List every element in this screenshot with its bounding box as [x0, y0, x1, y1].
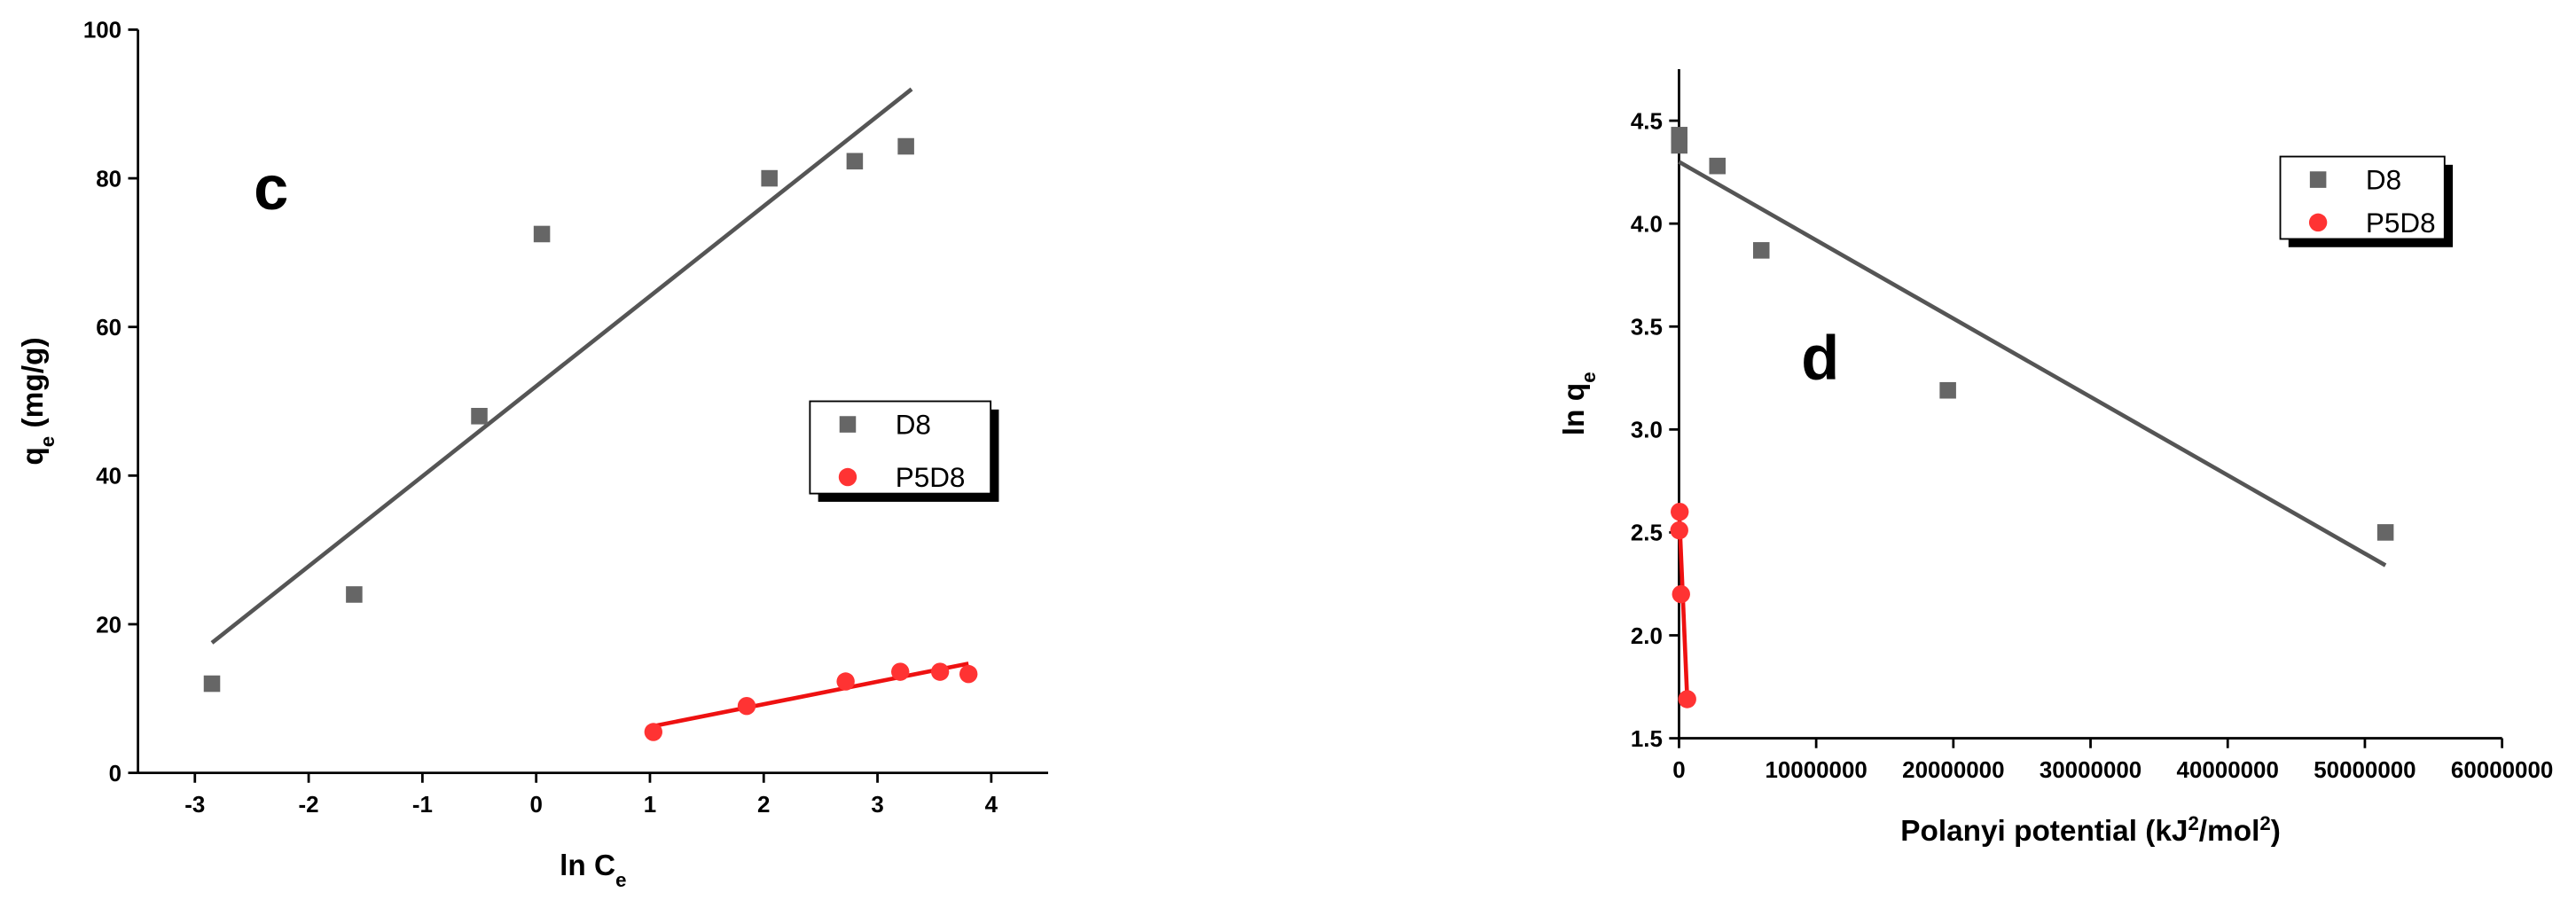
label-script: e — [36, 436, 59, 447]
y-tick-label: 4.5 — [1631, 107, 1663, 134]
label-part: Polanyi potential (kJ — [1900, 815, 2188, 848]
x-axis-label: Polanyi potential (kJ2/mol2) — [1900, 811, 2281, 848]
x-tick-label: 10000000 — [1765, 756, 1867, 783]
label-script: e — [1577, 372, 1599, 382]
x-tick-label: 1 — [644, 791, 656, 818]
x-axis-label: ln Ce — [560, 849, 626, 891]
x-tick-label: 50000000 — [2314, 756, 2415, 783]
y-tick-label: 2.0 — [1631, 622, 1663, 649]
x-tick-label: 30000000 — [2040, 756, 2141, 783]
y-tick-label: 4.0 — [1631, 210, 1663, 237]
y-axis-label: qe (mg/g) — [17, 337, 58, 465]
y-tick-label: 3.0 — [1631, 417, 1663, 443]
point — [836, 672, 855, 691]
legend-label: P5D8 — [2366, 207, 2436, 239]
label-script: 2 — [2259, 811, 2270, 834]
point — [346, 586, 363, 603]
fit-line — [649, 661, 969, 729]
fit-line — [210, 87, 913, 645]
point — [761, 169, 778, 187]
legend-marker — [2308, 213, 2328, 232]
x-tick-label: -2 — [299, 791, 319, 818]
point — [930, 662, 950, 681]
point — [533, 225, 551, 243]
x-tick-label: 3 — [871, 791, 883, 818]
legend-marker — [839, 416, 857, 433]
legend-label: D8 — [896, 409, 931, 441]
x-tick-label: 60000000 — [2451, 756, 2553, 783]
y-tick-label: 100 — [83, 17, 121, 43]
point — [846, 153, 864, 170]
x-tick-label: 2 — [757, 791, 770, 818]
x-tick-label: 0 — [529, 791, 542, 818]
y-tick-label: 20 — [96, 611, 121, 638]
x-tick-label: -1 — [412, 791, 433, 818]
label-script: 2 — [2188, 811, 2198, 834]
y-tick-label: 0 — [109, 760, 121, 787]
point — [891, 662, 910, 681]
point — [1670, 521, 1688, 540]
legend-marker — [2309, 171, 2327, 188]
legend-label: P5D8 — [896, 461, 966, 493]
label-part: /mol — [2199, 815, 2260, 848]
x-tick-label: 4 — [985, 791, 998, 818]
point — [1672, 584, 1690, 604]
legend-marker — [838, 467, 857, 487]
y-tick-label: 60 — [96, 314, 121, 340]
x-tick-label: 20000000 — [1902, 756, 2004, 783]
point — [1678, 690, 1696, 708]
y-axis-label: ln qe — [1558, 372, 1599, 435]
point — [897, 137, 914, 155]
label-part: ) — [2271, 815, 2281, 848]
fit-line — [1677, 507, 1690, 700]
y-tick-label: 80 — [96, 165, 121, 192]
label-part: q — [17, 447, 50, 465]
label-part: (mg/g) — [17, 337, 50, 435]
point — [1752, 242, 1770, 259]
annotation: c — [254, 153, 288, 223]
x-tick-label: 40000000 — [2177, 756, 2279, 783]
annotation: d — [1801, 322, 1839, 392]
point — [959, 664, 978, 684]
point — [644, 723, 663, 741]
x-tick-label: -3 — [184, 791, 205, 818]
point — [1709, 157, 1726, 175]
label-part: ln C — [560, 849, 615, 882]
x-tick-label: 0 — [1672, 756, 1685, 783]
point — [1671, 137, 1688, 154]
panel: 0 10000000 20000000 30000000 40000000 5000000… — [1558, 69, 2553, 848]
label-part: ln q — [1558, 383, 1591, 435]
point — [2376, 524, 2394, 541]
legend-label: D8 — [2366, 164, 2401, 196]
y-tick-label: 1.5 — [1631, 725, 1663, 752]
point — [203, 675, 221, 693]
y-tick-label: 40 — [96, 463, 121, 489]
point — [737, 696, 756, 716]
point — [471, 408, 488, 425]
fit-line — [1678, 160, 2387, 568]
y-tick-label: 2.5 — [1631, 520, 1663, 546]
point — [1939, 381, 1956, 399]
legend — [2279, 155, 2446, 240]
point — [1671, 502, 1689, 521]
label-script: e — [615, 868, 626, 890]
y-tick-label: 3.5 — [1631, 314, 1663, 340]
